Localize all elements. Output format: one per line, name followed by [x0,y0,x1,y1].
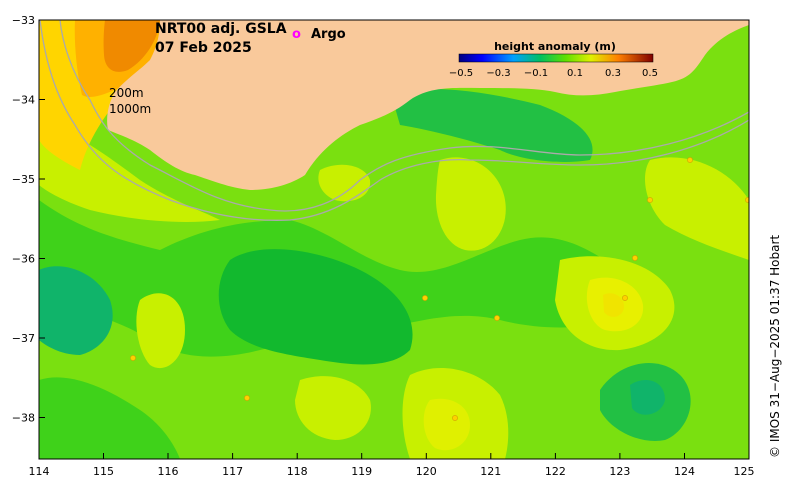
bathymetry-contour-200m [59,20,749,212]
y-tick-label: −35 [12,173,35,186]
colorbar-gradient [458,53,654,63]
x-tick-label: 121 [480,465,501,478]
colorbar-tick: 0.5 [642,68,658,79]
argo-floats [130,157,749,421]
x-tick-label: 116 [158,465,179,478]
y-tick-label: −33 [12,14,35,27]
y-axis: −33 −34 −35 −36 −37 −38 [12,14,45,425]
colorbar-tick: 0.1 [567,68,583,79]
anomaly-zone [645,157,749,260]
argo-float [422,295,428,301]
x-tick-label: 124 [674,465,695,478]
argo-legend-label: Argo [311,27,346,42]
argo-float [452,415,458,421]
y-tick-label: −34 [12,94,35,107]
bathymetry-contour-1000m [39,20,749,221]
argo-float [632,255,638,261]
x-axis: 114 115 116 117 118 119 120 121 122 123 … [29,453,755,478]
y-tick-label: −38 [12,412,35,425]
x-tick-label: 118 [287,465,308,478]
colorbar-tick: −0.3 [486,68,510,79]
plot-frame [38,19,750,460]
x-tick-label: 115 [93,465,114,478]
anomaly-zone [423,398,470,451]
colorbar-tick: −0.5 [449,68,473,79]
anomaly-zone [39,266,113,355]
anomaly-zone [318,164,371,202]
argo-float [244,395,250,401]
anomaly-zone [295,376,371,440]
x-tick-label: 114 [29,465,50,478]
x-tick-label: 123 [609,465,630,478]
anomaly-zone [136,293,185,369]
colorbar-tick: −0.1 [524,68,548,79]
imos-credit: © IMOS 31−Aug−2025 01:37 Hobart [768,234,782,458]
land [107,20,749,190]
anomaly-zone [603,293,625,317]
colorbar-tick: 0.3 [605,68,621,79]
y-tick-label: −36 [12,253,35,266]
map-title-product: NRT00 adj. GSLA [155,21,287,37]
anomaly-zone [39,377,180,459]
x-tick-label: 125 [734,465,755,478]
argo-float [647,197,653,203]
argo-float [745,197,749,203]
contour-label-1000m: 1000m [109,102,151,116]
argo-float [130,355,136,361]
x-tick-label: 122 [545,465,566,478]
anomaly-zone [435,157,506,251]
anomaly-zone [218,249,413,365]
colorbar: height anomaly (m) −0.5 −0.3 −0.1 0.1 0.… [449,40,658,79]
y-tick-label: −37 [12,332,35,345]
contour-label-200m: 200m [109,86,144,100]
anomaly-zone [390,88,593,162]
anomaly-zone [103,20,160,72]
anomaly-zone [630,380,665,415]
argo-float [622,295,628,301]
x-tick-label: 117 [222,465,243,478]
x-tick-label: 120 [416,465,437,478]
x-tick-label: 119 [351,465,372,478]
plot-area [39,20,749,459]
argo-float [687,157,693,163]
map-title-date: 07 Feb 2025 [155,40,252,56]
colorbar-title: height anomaly (m) [494,40,616,53]
argo-legend-marker: o [292,27,301,42]
argo-float [494,315,500,321]
